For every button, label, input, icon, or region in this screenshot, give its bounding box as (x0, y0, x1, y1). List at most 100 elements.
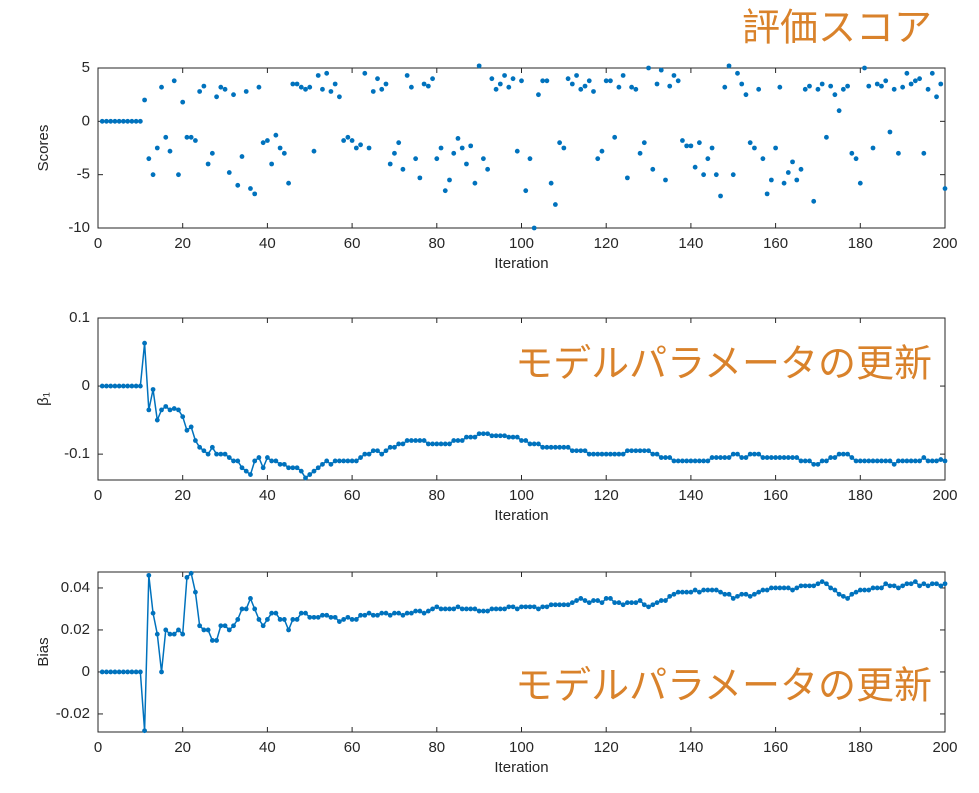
data-point (781, 585, 787, 591)
data-point (353, 145, 359, 151)
data-point (434, 441, 440, 447)
data-point (290, 81, 296, 87)
data-point (595, 156, 601, 162)
data-point (840, 86, 846, 92)
data-point (802, 86, 808, 92)
data-point (739, 591, 745, 597)
data-point (718, 589, 723, 595)
data-point (870, 145, 876, 151)
data-point (142, 728, 147, 734)
data-point (900, 84, 906, 90)
data-point (730, 172, 736, 178)
data-point (900, 583, 906, 589)
data-point (188, 134, 194, 140)
data-point (176, 407, 181, 413)
data-point (315, 73, 321, 78)
data-point (180, 99, 186, 105)
data-point (133, 118, 139, 124)
data-point (502, 606, 507, 612)
data-point (557, 140, 563, 146)
data-point (836, 591, 842, 597)
data-point (184, 575, 190, 580)
data-point (942, 458, 948, 464)
x-tick-label: 40 (259, 739, 276, 756)
data-point (510, 434, 516, 440)
data-point (99, 669, 105, 675)
data-point (739, 81, 745, 87)
data-point (794, 585, 800, 591)
data-point (480, 431, 486, 437)
data-point (387, 444, 393, 450)
data-point (641, 602, 647, 608)
data-point (201, 448, 207, 454)
data-point (527, 156, 533, 162)
x-tick-label: 140 (678, 235, 703, 252)
data-point (222, 623, 228, 629)
x-tick-label: 180 (848, 739, 873, 756)
data-point (252, 458, 258, 464)
data-point (561, 602, 567, 608)
data-point (273, 458, 279, 464)
data-point (468, 606, 474, 612)
data-point (209, 638, 215, 643)
x-tick-label: 40 (259, 487, 276, 504)
data-point (493, 606, 499, 612)
y-axis-label: Scores (35, 125, 52, 172)
data-point (565, 76, 571, 82)
x-tick-label: 60 (344, 739, 361, 756)
data-point (591, 89, 596, 94)
data-point (489, 76, 495, 82)
data-point (248, 186, 253, 191)
data-point (624, 448, 630, 454)
data-point (735, 593, 740, 599)
data-point (417, 175, 423, 181)
data-point (201, 83, 207, 89)
y-tick-label: 0.02 (61, 621, 90, 638)
data-point (387, 161, 393, 167)
data-point (866, 83, 872, 89)
data-point (358, 455, 363, 460)
data-point (709, 587, 715, 593)
data-point (150, 172, 156, 178)
data-point (612, 600, 618, 606)
data-point (209, 444, 215, 450)
data-point (663, 598, 668, 603)
data-point (688, 458, 694, 464)
data-point (739, 455, 745, 460)
data-point (188, 570, 194, 576)
data-point (938, 583, 944, 589)
data-point (934, 581, 939, 587)
data-point (849, 455, 855, 460)
data-point (845, 596, 850, 601)
x-tick-label: 180 (848, 487, 873, 504)
data-point (802, 583, 808, 589)
data-point (235, 182, 241, 188)
data-point (493, 86, 499, 92)
data-point (459, 606, 465, 612)
data-point (159, 669, 164, 675)
data-point (519, 604, 524, 610)
data-point (476, 608, 482, 614)
data-point (387, 612, 393, 618)
data-point (929, 70, 935, 76)
x-tick-label: 200 (932, 487, 957, 504)
data-point (764, 587, 770, 593)
data-point (832, 92, 838, 98)
data-point (912, 78, 918, 84)
data-point (646, 604, 651, 610)
data-point (514, 434, 520, 440)
data-point (167, 631, 173, 637)
data-point (400, 612, 406, 618)
data-point (396, 610, 402, 616)
data-point (226, 455, 232, 460)
data-point (104, 669, 109, 675)
data-point (565, 444, 571, 450)
data-point (298, 610, 304, 616)
data-point (438, 606, 444, 612)
data-point (366, 610, 372, 616)
data-point (345, 614, 351, 620)
data-point (552, 202, 558, 207)
data-point (328, 89, 334, 94)
data-point (836, 108, 842, 114)
